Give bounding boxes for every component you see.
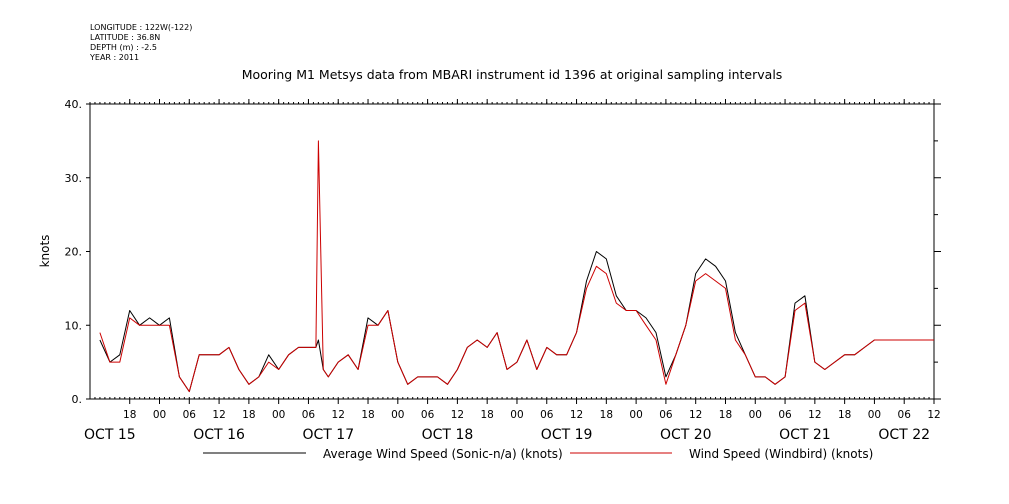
header-meta: LONGITUDE : 122W(-122) LATITUDE : 36.8N … <box>89 23 192 62</box>
series-layer <box>99 140 934 393</box>
y-axis: 0. 10. 20. 30. 40. <box>65 98 941 406</box>
x-hour-label: 18 <box>480 409 493 421</box>
x-hour-label: 06 <box>778 409 792 421</box>
x-hour-label: 00 <box>391 409 404 421</box>
x-hour-label: 00 <box>510 409 523 421</box>
meta-depth: DEPTH (m) : -2.5 <box>90 43 157 52</box>
x-day-label: OCT 21 <box>779 427 831 443</box>
x-hour-label: 18 <box>600 409 613 421</box>
x-hour-label: 18 <box>361 409 374 421</box>
series-line-sonic <box>99 251 934 393</box>
x-hour-label: 00 <box>749 409 762 421</box>
y-tick-label: 20. <box>65 246 83 259</box>
legend-label-windbird: Wind Speed (Windbird) (knots) <box>689 447 873 461</box>
meta-latitude: LATITUDE : 36.8N <box>90 33 160 42</box>
x-hour-label: 06 <box>898 409 912 421</box>
y-axis-label: knots <box>38 235 52 268</box>
x-hour-label: 00 <box>868 409 881 421</box>
legend: Average Wind Speed (Sonic-n/a) (knots) W… <box>203 447 873 461</box>
x-day-label: OCT 16 <box>193 427 245 443</box>
x-hour-label: 12 <box>212 409 225 421</box>
x-hour-label: 00 <box>153 409 166 421</box>
x-hour-label: 12 <box>808 409 821 421</box>
legend-label-sonic: Average Wind Speed (Sonic-n/a) (knots) <box>323 447 563 461</box>
x-hour-label: 00 <box>629 409 642 421</box>
meta-year: YEAR : 2011 <box>89 53 139 62</box>
x-hour-label: 06 <box>659 409 673 421</box>
x-hour-label: 00 <box>272 409 285 421</box>
x-hour-label: 06 <box>183 409 197 421</box>
chart-title: Mooring M1 Metsys data from MBARI instru… <box>242 67 783 82</box>
x-hour-label: 12 <box>927 409 940 421</box>
x-day-label: OCT 17 <box>302 427 354 443</box>
y-tick-label: 10. <box>65 319 83 332</box>
x-hour-label: 12 <box>689 409 702 421</box>
x-hour-label: 06 <box>421 409 435 421</box>
x-day-label: OCT 20 <box>660 427 712 443</box>
y-tick-label: 0. <box>72 393 83 406</box>
y-tick-label: 40. <box>65 98 83 111</box>
meta-longitude: LONGITUDE : 122W(-122) <box>90 23 192 32</box>
x-hour-label: 18 <box>719 409 732 421</box>
x-hour-label: 06 <box>302 409 316 421</box>
x-day-label: OCT 18 <box>422 427 474 443</box>
x-hour-label: 18 <box>838 409 851 421</box>
x-day-label: OCT 15 <box>84 427 136 443</box>
series-line-windbird <box>99 140 934 393</box>
x-axis: 18 00 06 12 18 00 06 12 18 00 06 12 18 00 06 12 18 00 06 12… <box>84 99 941 443</box>
x-hour-label: 12 <box>332 409 345 421</box>
x-hour-label: 12 <box>451 409 464 421</box>
y-tick-label: 30. <box>65 172 83 185</box>
x-hour-label: 18 <box>123 409 136 421</box>
x-hour-label: 18 <box>242 409 255 421</box>
x-day-label: OCT 22 <box>878 427 930 443</box>
x-day-label: OCT 19 <box>541 427 593 443</box>
x-hour-label: 06 <box>540 409 554 421</box>
x-hour-label: 12 <box>570 409 583 421</box>
